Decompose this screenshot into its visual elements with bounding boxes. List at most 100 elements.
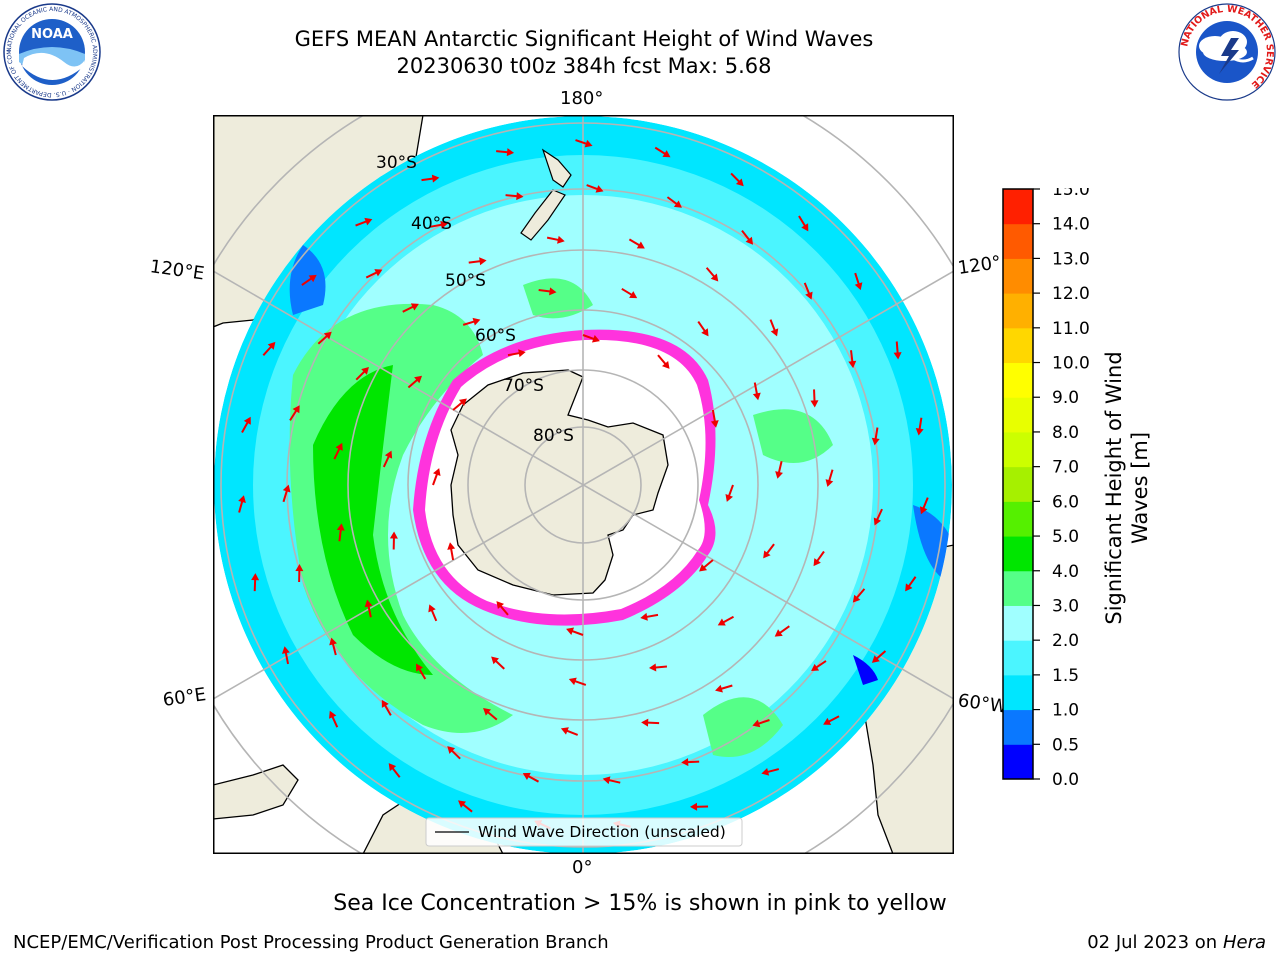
lat-label-80: 80°S	[533, 426, 574, 446]
wave-arrow-head	[701, 328, 709, 337]
wave-arrow-head	[458, 800, 467, 808]
wave-arrow-head	[414, 375, 423, 384]
wave-arrow-head	[725, 493, 733, 502]
wave-arrow-head	[673, 200, 682, 208]
wave-arrow-head	[717, 618, 726, 626]
higher-wave-region	[313, 365, 433, 675]
colorbar-block	[1003, 362, 1033, 398]
noaa-logo-text: NOAA	[31, 27, 73, 42]
wave-arrow-head	[640, 612, 648, 621]
wave-arrow-head	[483, 708, 491, 716]
wave-arrow-head	[361, 366, 369, 375]
wave-arrow-head	[557, 235, 565, 244]
colorbar-tick-label: 10.0	[1052, 354, 1090, 374]
wave-arrow-head	[364, 599, 373, 608]
colorbar-block	[1003, 709, 1033, 745]
wave-arrow-head	[447, 746, 456, 754]
new-zealand-land	[541, 148, 572, 188]
colorbar-tick-label: 8.0	[1052, 423, 1079, 443]
lon-label-120e: 120°E	[148, 256, 206, 285]
wave-arrow-head	[661, 360, 670, 369]
wave-arrow-head	[491, 656, 499, 665]
lat-label-50: 50°S	[445, 271, 486, 291]
wave-arrow-head	[735, 178, 744, 187]
wave-arrow-head	[295, 564, 304, 572]
lon-label-0: 0°	[572, 857, 593, 878]
colorbar-tick-label: 2.0	[1052, 631, 1079, 651]
wave-arrow-head	[243, 416, 251, 425]
wave-arrow-head	[549, 287, 557, 296]
antarctica-land	[450, 369, 669, 596]
colorbar-block	[1003, 327, 1033, 364]
colorbar-tick-label: 13.0	[1052, 249, 1090, 269]
colorbar-tick-label: 4.0	[1052, 562, 1079, 582]
wave-arrow-head	[381, 699, 389, 708]
wave-arrow-head	[389, 531, 398, 539]
colorbar-block	[1003, 397, 1033, 433]
map-subtitle: 20230630 t00z 384h fcst Max: 5.68	[396, 54, 772, 78]
wave-arrow-head	[648, 663, 657, 672]
lon-label-60e: 60°E	[161, 684, 208, 711]
colorbar-tick-label: 9.0	[1052, 388, 1079, 408]
wave-arrow-head	[873, 517, 882, 526]
map-legend	[425, 817, 743, 847]
colorbar-tick-label: 11.0	[1052, 319, 1090, 339]
wave-arrow-head	[410, 303, 419, 311]
map-title: GEFS MEAN Antarctic Significant Height o…	[294, 27, 874, 51]
wave-arrow-head	[852, 594, 861, 603]
wave-arrow-head	[699, 563, 708, 572]
graticule	[213, 115, 954, 854]
wave-arrow-head	[267, 341, 276, 350]
wave-arrow-head	[823, 717, 832, 725]
wave-arrow-head	[292, 405, 300, 414]
lat-label-60: 60°S	[475, 326, 516, 346]
wave-arrow-head	[374, 269, 383, 277]
wave-arrow-head	[752, 392, 761, 401]
colorbar-block	[1003, 605, 1033, 641]
lon-label-180: 180°	[560, 88, 604, 109]
wave-arrow-head	[416, 663, 424, 672]
colorbar-block	[1003, 258, 1033, 294]
wave-arrow-head	[364, 217, 373, 226]
wave-arrow-head	[516, 192, 524, 201]
colorbar-tick-label: 14.0	[1052, 215, 1090, 235]
wave-arrow-head	[560, 727, 569, 735]
colorbar-block	[1003, 431, 1033, 468]
wave-arrow-head	[710, 273, 719, 282]
wave-arrow-head	[848, 360, 857, 369]
colorbar-block	[1003, 293, 1033, 329]
wave-arrow-head	[584, 139, 593, 148]
colorbar-tick-label: 6.0	[1052, 492, 1079, 512]
wave-arrow-head	[761, 767, 770, 776]
wave-arrow-head	[813, 558, 821, 567]
wave-arrow-head	[447, 542, 456, 550]
colorbar-tick-label: 0.0	[1052, 770, 1079, 788]
wave-arrow-head	[871, 655, 880, 663]
wave-arrow-head	[690, 802, 698, 811]
colorbar-block	[1003, 674, 1033, 711]
wave-arrow-head	[774, 629, 783, 637]
wave-arrow-head	[591, 335, 600, 343]
colorbar-tick-label: 0.5	[1052, 735, 1079, 755]
wave-arrow-head	[629, 291, 638, 299]
wave-arrow-head	[905, 583, 913, 592]
wave-arrow-head	[238, 495, 246, 504]
colorbar-block	[1003, 570, 1033, 606]
wave-arrow-head	[602, 776, 611, 785]
wave-arrow-head	[440, 220, 448, 229]
colorbar-block	[1003, 640, 1033, 676]
wave-arrow-head	[662, 150, 671, 158]
wave-arrow-head	[871, 437, 880, 446]
wave-arrow-head	[281, 646, 290, 654]
colorbar-label: Significant Height of Wind Waves [m]	[1102, 351, 1152, 624]
noaa-logo: NATIONAL OCEANIC AND ATMOSPHERIC ADMINIS…	[2, 2, 101, 101]
lat-label-70: 70°S	[503, 376, 544, 396]
colorbar-tick-label: 1.5	[1052, 666, 1079, 686]
colorbar-block	[1003, 501, 1033, 537]
wave-arrow-head	[775, 471, 783, 479]
wave-arrow-head	[282, 484, 291, 493]
wave-arrow-head	[805, 291, 813, 300]
wave-arrow-head	[566, 627, 575, 635]
legend-label: Wind Wave Direction (unscaled)	[478, 823, 726, 841]
wave-arrow-head	[518, 349, 526, 358]
